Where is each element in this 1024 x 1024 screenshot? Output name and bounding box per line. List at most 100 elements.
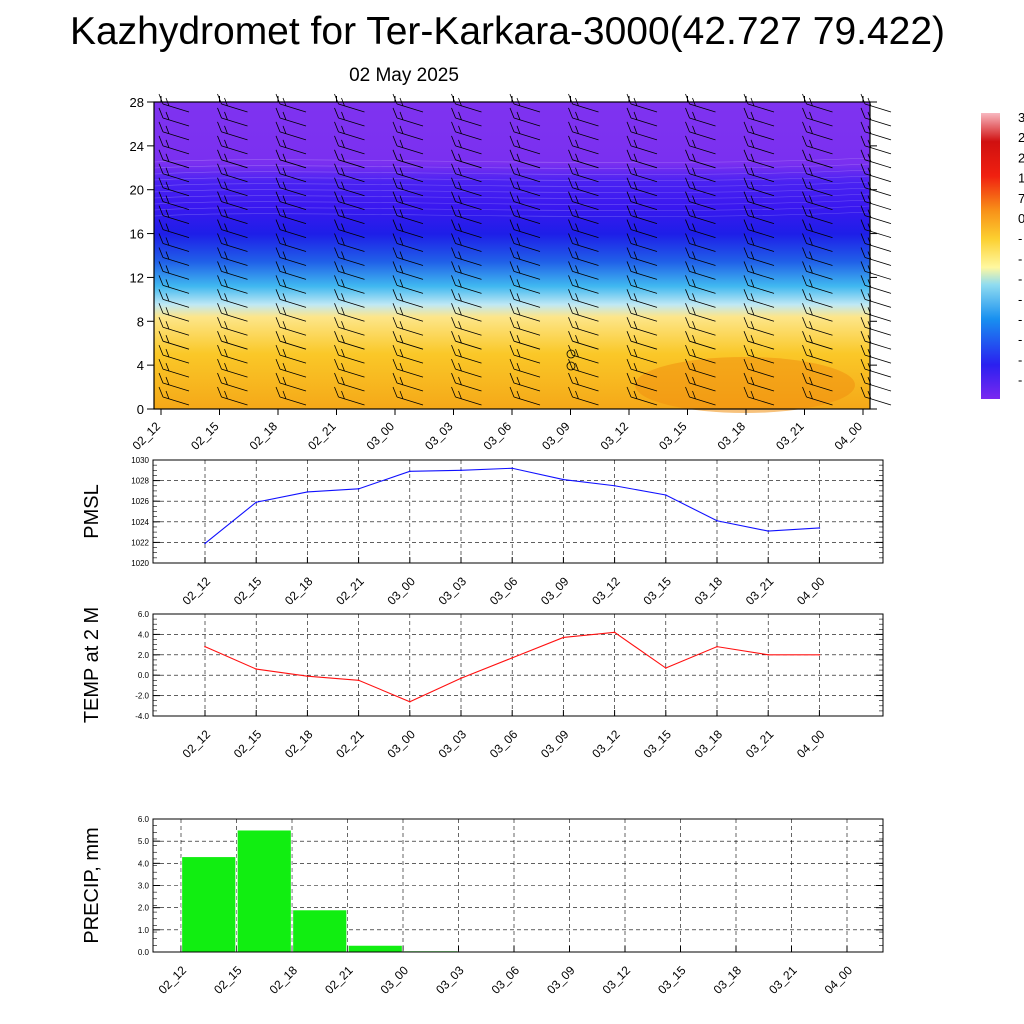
wind-barb: [217, 247, 248, 266]
wind-barb: [626, 191, 658, 211]
wind-barb: [802, 386, 833, 406]
wind-barb: [743, 275, 775, 294]
wind-barb: [626, 121, 658, 141]
wind-barb: [217, 135, 248, 155]
wind-barb: [392, 317, 424, 336]
x-tick-label: 02_18: [282, 727, 316, 761]
wind-barb: [334, 344, 365, 364]
wind-barb: [334, 386, 365, 406]
wind-barb: [217, 163, 248, 183]
x-tick-label: 03_12: [589, 574, 623, 608]
x-tick-label: 02_12: [156, 963, 190, 997]
wind-barb: [568, 358, 599, 378]
wind-barb: [568, 317, 599, 336]
temp-point: [409, 700, 411, 703]
wind-barb: [568, 247, 599, 266]
wind-barb: [743, 344, 775, 364]
y-tick-label: 8: [137, 314, 144, 329]
y-tick-label: 1022: [131, 538, 149, 547]
y-tick-label: 1028: [131, 477, 149, 486]
wind-barb: [158, 331, 190, 350]
colorbar-label: -: [1018, 332, 1022, 347]
wind-barb: [802, 107, 833, 127]
wind-barb: [217, 233, 248, 252]
wind-barb: [685, 107, 716, 127]
wind-barb: [626, 331, 658, 350]
x-tick-label: 03_12: [598, 419, 632, 453]
wind-barb: [334, 107, 365, 127]
wind-barb: [451, 135, 482, 155]
wind-barb: [626, 149, 658, 169]
wind-barb: [802, 219, 833, 238]
wind-barb: [743, 149, 775, 169]
wind-barb: [685, 386, 716, 406]
wind-barb: [743, 233, 775, 252]
wind-barb: [392, 135, 424, 155]
precip-bar: [181, 856, 237, 953]
wind-barb: [568, 386, 599, 406]
wind-barb: [509, 303, 541, 322]
pmsl-point: [255, 501, 257, 504]
wind-barb: [275, 233, 307, 252]
wind-barb: [743, 247, 775, 266]
wind-barb: [334, 372, 365, 392]
wind-barb: [275, 205, 307, 225]
wind-barb: [626, 135, 658, 155]
x-tick-label: 03_15: [655, 963, 689, 997]
wind-barb: [158, 205, 190, 225]
wind-barb: [685, 219, 716, 238]
wind-barb: [217, 289, 248, 308]
wind-barb: [217, 331, 248, 350]
contour-line: [153, 193, 871, 199]
wind-barb: [334, 191, 365, 211]
wind-barb: [451, 386, 482, 406]
wind-barb: [509, 219, 541, 238]
wind-barb: [509, 247, 541, 266]
y-axis-title: TEMP at 2 M: [81, 607, 103, 723]
precip-bar: [347, 944, 403, 953]
x-tick-label: 03_00: [384, 574, 418, 608]
wind-barb: [392, 121, 424, 141]
wind-barb: [685, 372, 716, 392]
wind-barb: [334, 233, 365, 252]
chart-title: Kazhydromet for Ter-Karkara-3000(42.727 …: [69, 10, 946, 53]
x-tick-label: 03_15: [640, 727, 674, 761]
wind-barb: [451, 205, 482, 225]
wind-barb: [568, 303, 599, 322]
wind-barb: [275, 372, 307, 392]
wind-barb: [743, 191, 775, 211]
wind-barb: [334, 289, 365, 308]
y-tick-label: -4.0: [135, 712, 149, 721]
wind-barb: [275, 107, 307, 127]
wind-barb: [451, 121, 482, 141]
wind-barb: [217, 219, 248, 238]
x-tick-label: 03_12: [589, 727, 623, 761]
wind-barb: [626, 219, 658, 238]
wind-barb: [626, 107, 658, 127]
wind-barb: [334, 177, 365, 197]
wind-barb: [334, 261, 365, 280]
wind-barb: [275, 317, 307, 336]
wind-barb: [334, 121, 365, 141]
y-tick-label: -2.0: [135, 692, 149, 701]
x-tick-label: 03_18: [711, 963, 745, 997]
y-tick-label: 4.0: [138, 630, 150, 639]
wind-barb: [685, 331, 716, 350]
wind-barb: [685, 191, 716, 211]
wind-barb: [451, 317, 482, 336]
wind-barb: [217, 177, 248, 197]
wind-barb: [568, 275, 599, 294]
wind-barb: [802, 303, 833, 322]
x-tick-label: 03_09: [538, 574, 572, 608]
wind-barb: [158, 261, 190, 280]
wind-barb: [743, 317, 775, 336]
contour-line: [153, 175, 871, 181]
wind-barb: [158, 177, 190, 197]
x-tick-label: 03_21: [773, 419, 807, 453]
wind-barb: [275, 344, 307, 364]
y-tick-label: 0: [137, 402, 144, 417]
wind-barb: [275, 149, 307, 169]
wind-barb: [451, 344, 482, 364]
wind-barb: [509, 163, 541, 183]
wind-barb: [509, 205, 541, 225]
